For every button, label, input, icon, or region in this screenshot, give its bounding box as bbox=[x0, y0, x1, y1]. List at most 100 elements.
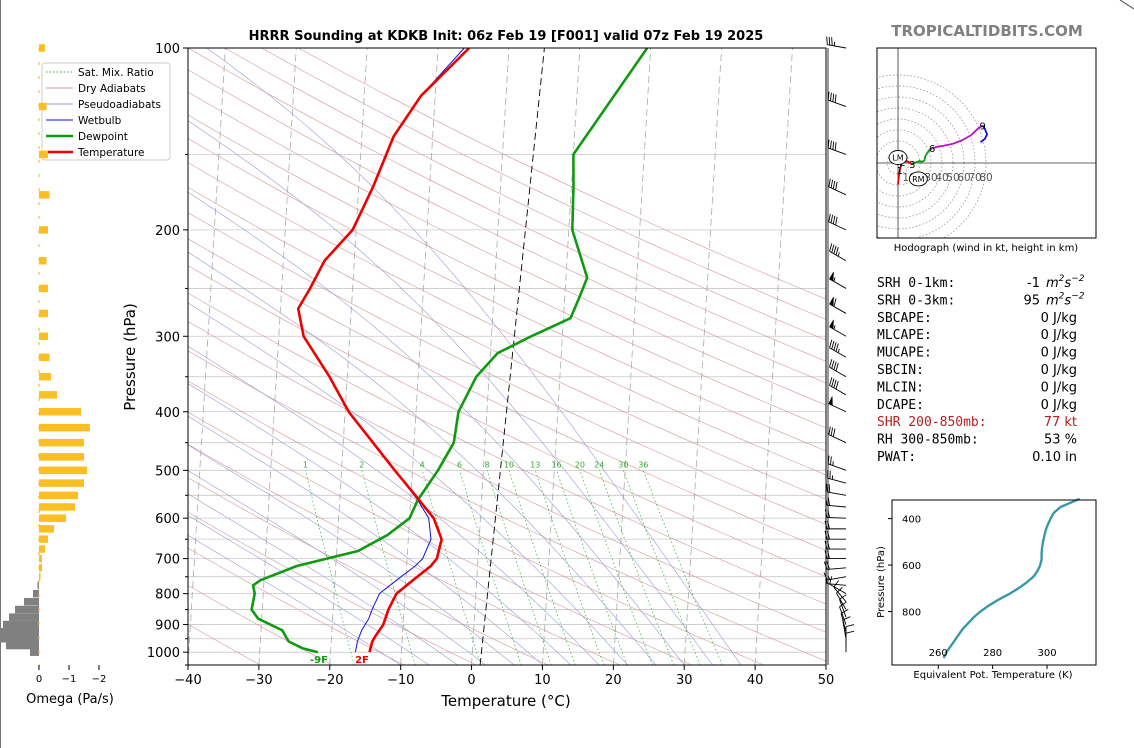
barb-shaft bbox=[829, 347, 847, 358]
omega-bar bbox=[39, 391, 57, 399]
omega-x-ticks: 0 −1 −2 bbox=[36, 665, 107, 685]
index-unit: m2s−2 bbox=[1046, 291, 1085, 308]
barb-full bbox=[840, 608, 849, 614]
wind-barb bbox=[827, 91, 847, 107]
barb-flag bbox=[829, 271, 834, 282]
dry-adiabat bbox=[188, 138, 826, 452]
index-value: -1 bbox=[1027, 276, 1040, 291]
isotherm-line bbox=[188, 48, 226, 665]
barb-full bbox=[833, 298, 837, 307]
moist-adiabat bbox=[188, 120, 713, 665]
barb-shaft bbox=[827, 567, 847, 570]
barb-shaft bbox=[829, 366, 847, 378]
barb-shaft bbox=[826, 517, 847, 519]
wind-barb bbox=[839, 594, 847, 618]
theta-e-x-label: Equivalent Pot. Temperature (K) bbox=[913, 670, 1072, 681]
barb-half bbox=[827, 575, 831, 580]
barb-full bbox=[832, 428, 836, 437]
skewt-x-tick-label: −10 bbox=[387, 673, 414, 688]
isotherm-line bbox=[0, 48, 13, 665]
wind-barb bbox=[833, 580, 847, 603]
mixing-ratio-line bbox=[622, 470, 701, 665]
theta-e-y-tick-label: 600 bbox=[902, 561, 921, 572]
omega-bar bbox=[0, 627, 39, 636]
barb-shaft bbox=[828, 434, 847, 444]
barb-full bbox=[835, 343, 839, 352]
barb-full bbox=[832, 93, 835, 102]
mixing-ratio-label: 6 bbox=[457, 460, 462, 469]
index-unit-part: m bbox=[1046, 276, 1059, 291]
moist-adiabat bbox=[188, 444, 515, 665]
omega-tick-label: −2 bbox=[92, 674, 107, 685]
skewt-x-ticks: −40 −30 −20 −10 0 10 20 30 40 50 bbox=[174, 665, 834, 688]
skewt-x-tick-label: 0 bbox=[467, 673, 475, 688]
barb-full bbox=[831, 360, 835, 369]
parcel-profile-line bbox=[479, 48, 545, 665]
barb-full bbox=[831, 244, 835, 253]
barb-full bbox=[827, 497, 831, 506]
barb-full bbox=[828, 426, 831, 435]
legend-entry: Dry Adiabats bbox=[78, 83, 146, 95]
moist-adiabat bbox=[188, 251, 657, 665]
barb-full bbox=[827, 509, 830, 518]
omega-bar bbox=[39, 309, 48, 318]
index-value: 0 J/kg bbox=[1041, 398, 1077, 413]
isotherm-line bbox=[612, 48, 652, 665]
skewt-x-tick-label: −40 bbox=[174, 673, 201, 688]
omega-bar bbox=[39, 535, 48, 543]
barb-full bbox=[824, 531, 828, 540]
barb-full bbox=[824, 509, 828, 518]
skewt-x-tick-label: 40 bbox=[747, 673, 764, 688]
theta-e-chart: 260 280 300 400 600 800 Equivalent Pot. Tempe… bbox=[876, 497, 1097, 681]
hodograph-height-label: 3 bbox=[909, 160, 915, 171]
mixing-ratio-label: 4 bbox=[420, 460, 425, 469]
legend-entry: Sat. Mix. Ratio bbox=[78, 67, 154, 79]
dry-adiabat bbox=[188, 380, 764, 665]
wind-barbs bbox=[823, 36, 855, 665]
mixing-ratio-line bbox=[305, 470, 355, 665]
dry-adiabat bbox=[188, 292, 826, 605]
index-unit-part: −2 bbox=[1071, 291, 1085, 301]
wind-barb bbox=[829, 339, 847, 358]
wind-barb bbox=[842, 616, 851, 639]
hodograph-ring-label: 50 bbox=[946, 172, 959, 184]
barb-full bbox=[834, 94, 837, 103]
omega-bar bbox=[39, 191, 50, 199]
hodograph-ring-label: 80 bbox=[979, 172, 992, 184]
barb-full bbox=[829, 243, 833, 252]
theta-e-frame bbox=[891, 499, 1097, 666]
hodograph-height-label: 1 bbox=[897, 166, 903, 177]
hodograph-chart: 102030405060708012369LMRM Hodograph (win… bbox=[876, 47, 1097, 254]
mixing-ratio-line bbox=[598, 470, 675, 665]
mixing-ratio-line bbox=[486, 470, 552, 665]
omega-bar bbox=[39, 572, 41, 581]
barb-full bbox=[825, 497, 828, 506]
index-unit-part: 2 bbox=[1059, 291, 1065, 301]
dry-adiabat bbox=[188, 477, 549, 665]
barb-full bbox=[835, 216, 838, 226]
barb-full bbox=[830, 179, 834, 188]
wind-barb bbox=[825, 497, 847, 508]
wind-barb bbox=[845, 630, 855, 653]
mixing-ratio-labels: 1 2 4 6 8 10 13 16 20 24 30 36 bbox=[303, 460, 648, 469]
legend-entry: Pseudoadiabats bbox=[78, 99, 161, 111]
skewt-chart: −40 −30 −20 −10 0 10 20 30 40 50 1002003004005006… bbox=[0, 36, 855, 710]
legend-entry: Wetbulb bbox=[78, 115, 122, 127]
index-unit-part: s bbox=[1064, 276, 1071, 291]
omega-bar bbox=[39, 332, 48, 341]
index-label: PWAT: bbox=[877, 450, 916, 465]
skewt-y-tick-label: 800 bbox=[155, 588, 180, 603]
omega-bar bbox=[15, 605, 39, 614]
index-value: 95 bbox=[1023, 293, 1040, 308]
barb-full bbox=[833, 580, 839, 588]
barb-full bbox=[827, 520, 830, 529]
omega-bar bbox=[39, 423, 90, 432]
barb-full bbox=[830, 427, 834, 436]
barb-full bbox=[845, 624, 855, 627]
wind-barb bbox=[827, 455, 847, 471]
mixing-ratio-label: 20 bbox=[575, 460, 585, 469]
barb-shaft bbox=[829, 250, 847, 262]
omega-bar bbox=[39, 545, 45, 553]
mixing-ratio-line bbox=[361, 470, 416, 665]
